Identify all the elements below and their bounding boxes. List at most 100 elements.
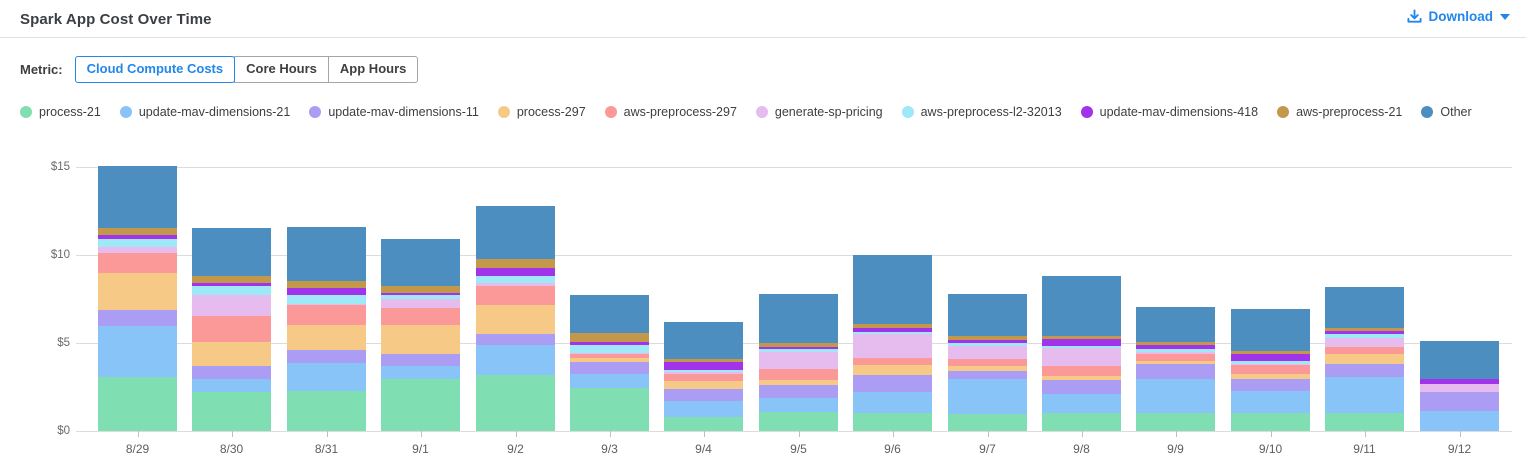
bar-segment[interactable] bbox=[664, 321, 743, 359]
bar-segment[interactable] bbox=[570, 373, 649, 388]
bar-segment[interactable] bbox=[759, 368, 838, 380]
legend-item-aws-preprocess-21[interactable]: aws-preprocess-21 bbox=[1277, 105, 1402, 119]
bar-segment[interactable] bbox=[381, 299, 460, 308]
bar-segment[interactable] bbox=[381, 325, 460, 355]
bar-segment[interactable] bbox=[948, 293, 1027, 336]
bar-segment[interactable] bbox=[570, 357, 649, 363]
legend-item-update-mav-dimensions-21[interactable]: update-mav-dimensions-21 bbox=[119, 105, 290, 119]
bar-segment[interactable] bbox=[853, 374, 932, 393]
bar-segment[interactable] bbox=[1325, 364, 1404, 378]
bar-segment[interactable] bbox=[287, 287, 366, 296]
bar-segment[interactable] bbox=[98, 272, 177, 310]
bar-segment[interactable] bbox=[98, 166, 177, 228]
bar-segment[interactable] bbox=[192, 276, 271, 284]
bar-segment[interactable] bbox=[1231, 364, 1310, 365]
bar-segment[interactable] bbox=[1231, 350, 1310, 355]
bar-segment[interactable] bbox=[381, 365, 460, 380]
bar-segment[interactable] bbox=[759, 349, 838, 352]
bar-segment[interactable] bbox=[570, 362, 649, 374]
bar-segment[interactable] bbox=[192, 365, 271, 380]
bar-segment[interactable] bbox=[287, 350, 366, 364]
legend-item-generate-sp-pricing[interactable]: generate-sp-pricing bbox=[755, 105, 883, 119]
bar-segment[interactable] bbox=[759, 398, 838, 412]
bar-segment[interactable] bbox=[1325, 377, 1404, 414]
bar-segment[interactable] bbox=[759, 379, 838, 386]
bar-segment[interactable] bbox=[192, 315, 271, 343]
bar-segment[interactable] bbox=[1136, 379, 1215, 414]
bar-segment[interactable] bbox=[1136, 344, 1215, 350]
bar-segment[interactable] bbox=[759, 346, 838, 350]
metric-tab-core-hours[interactable]: Core Hours bbox=[234, 56, 329, 83]
bar-segment[interactable] bbox=[98, 247, 177, 254]
bar-segment[interactable] bbox=[476, 374, 555, 431]
bar-segment[interactable] bbox=[948, 379, 1027, 415]
bar-segment[interactable] bbox=[1325, 334, 1404, 338]
bar-segment[interactable] bbox=[98, 234, 177, 240]
bar-segment[interactable] bbox=[1325, 286, 1404, 329]
bar-segment[interactable] bbox=[1042, 339, 1121, 346]
bar-segment[interactable] bbox=[948, 345, 1027, 359]
bar-segment[interactable] bbox=[1420, 392, 1499, 411]
bar-segment[interactable] bbox=[664, 358, 743, 363]
legend-item-process-21[interactable]: process-21 bbox=[20, 105, 101, 119]
bar-segment[interactable] bbox=[476, 305, 555, 335]
bar-segment[interactable] bbox=[476, 283, 555, 286]
bar-segment[interactable] bbox=[381, 285, 460, 293]
bar-segment[interactable] bbox=[98, 253, 177, 273]
bar-segment[interactable] bbox=[948, 358, 1027, 366]
bar-segment[interactable] bbox=[1136, 306, 1215, 343]
bar-segment[interactable] bbox=[853, 332, 932, 335]
bar-segment[interactable] bbox=[1231, 308, 1310, 351]
bar-segment[interactable] bbox=[1420, 341, 1499, 380]
bar-segment[interactable] bbox=[1231, 365, 1310, 374]
bar-segment[interactable] bbox=[1042, 348, 1121, 366]
bar-segment[interactable] bbox=[98, 239, 177, 248]
bar-segment[interactable] bbox=[1042, 276, 1121, 336]
bar-segment[interactable] bbox=[287, 280, 366, 288]
bar-segment[interactable] bbox=[759, 385, 838, 399]
metric-tab-cloud-compute-costs[interactable]: Cloud Compute Costs bbox=[74, 56, 236, 83]
bar-segment[interactable] bbox=[1042, 375, 1121, 380]
legend-item-process-297[interactable]: process-297 bbox=[497, 105, 586, 119]
bar-segment[interactable] bbox=[98, 309, 177, 327]
bar-segment[interactable] bbox=[853, 334, 932, 358]
bar-segment[interactable] bbox=[664, 380, 743, 389]
bar-segment[interactable] bbox=[948, 343, 1027, 346]
bar-segment[interactable] bbox=[381, 354, 460, 366]
bar-segment[interactable] bbox=[664, 388, 743, 402]
bar-segment[interactable] bbox=[1420, 410, 1499, 431]
bar-segment[interactable] bbox=[381, 379, 460, 431]
bar-segment[interactable] bbox=[1136, 353, 1215, 361]
bar-segment[interactable] bbox=[1325, 328, 1404, 331]
bar-segment[interactable] bbox=[948, 371, 1027, 380]
legend-item-update-mav-dimensions-418[interactable]: update-mav-dimensions-418 bbox=[1080, 105, 1258, 119]
bar-segment[interactable] bbox=[570, 352, 649, 354]
bar-segment[interactable] bbox=[853, 365, 932, 375]
bar-segment[interactable] bbox=[1325, 337, 1404, 347]
bar-segment[interactable] bbox=[1042, 379, 1121, 395]
bar-segment[interactable] bbox=[1136, 342, 1215, 345]
bar-segment[interactable] bbox=[570, 342, 649, 345]
bar-segment[interactable] bbox=[1420, 379, 1499, 385]
legend-item-aws-preprocess-l2-32013[interactable]: aws-preprocess-l2-32013 bbox=[901, 105, 1062, 119]
bar-segment[interactable] bbox=[1325, 330, 1404, 335]
bar-segment[interactable] bbox=[476, 285, 555, 306]
bar-segment[interactable] bbox=[1325, 413, 1404, 431]
bar-segment[interactable] bbox=[1042, 365, 1121, 376]
bar-segment[interactable] bbox=[1231, 412, 1310, 431]
legend-item-other[interactable]: Other bbox=[1421, 105, 1472, 119]
bar-segment[interactable] bbox=[1042, 394, 1121, 414]
bar-segment[interactable] bbox=[1042, 413, 1121, 431]
bar-segment[interactable] bbox=[192, 285, 271, 296]
bar-segment[interactable] bbox=[1325, 354, 1404, 365]
bar-segment[interactable] bbox=[192, 283, 271, 286]
bar-segment[interactable] bbox=[759, 293, 838, 343]
bar-segment[interactable] bbox=[1042, 335, 1121, 340]
bar-segment[interactable] bbox=[570, 333, 649, 343]
bar-segment[interactable] bbox=[1136, 349, 1215, 352]
bar-segment[interactable] bbox=[287, 295, 366, 305]
bar-segment[interactable] bbox=[1231, 361, 1310, 365]
bar-segment[interactable] bbox=[192, 295, 271, 316]
metric-tab-app-hours[interactable]: App Hours bbox=[327, 56, 419, 83]
bar-segment[interactable] bbox=[381, 292, 460, 295]
